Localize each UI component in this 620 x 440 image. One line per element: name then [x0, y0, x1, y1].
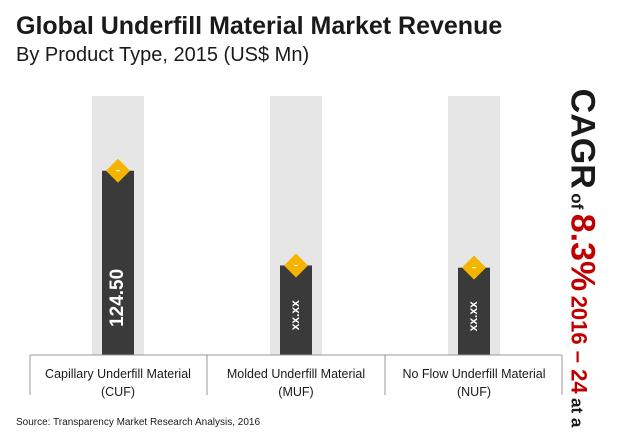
- cagr-of: of: [567, 193, 587, 210]
- cagr-rate: 8.3%: [563, 213, 602, 292]
- x-tick-label-sub: (NUF): [457, 385, 491, 399]
- cagr-callout: CAGR of 8.3% 2016 – 24 at a: [563, 89, 602, 428]
- bar-value-label: xx.xx: [288, 300, 302, 330]
- x-tick-label: Capillary Underfill Material: [45, 367, 191, 381]
- bar: [458, 267, 490, 355]
- cagr-period: 2016 – 24: [566, 295, 592, 394]
- chart-subtitle: By Product Type, 2015 (US$ Mn): [16, 44, 310, 66]
- bar: [280, 265, 312, 355]
- x-tick-label-sub: (MUF): [278, 385, 313, 399]
- chart-title: Global Underfill Material Market Revenue: [16, 12, 503, 40]
- cagr-at-a: at a: [567, 398, 587, 428]
- x-tick-label: No Flow Underfill Material: [402, 367, 545, 381]
- x-tick-label-sub: (CUF): [101, 385, 135, 399]
- cagr-label: CAGR: [563, 88, 602, 189]
- bar: [102, 170, 134, 355]
- bar-value-label: 124.50: [107, 269, 128, 327]
- bar-value-label: xx.xx: [466, 301, 480, 331]
- source-note: Source: Transparency Market Research Ana…: [16, 417, 261, 428]
- x-tick-label: Molded Underfill Material: [227, 367, 365, 381]
